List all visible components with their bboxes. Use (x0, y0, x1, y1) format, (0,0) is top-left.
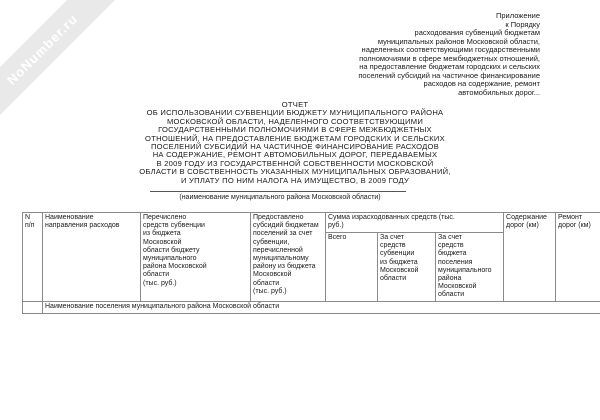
col-header-spent-total: Всего (325, 232, 378, 302)
col-header-spent-from-subvention: За счет средств субвенции из бюджета Мос… (377, 232, 436, 302)
report-title: ОТЧЕТ ОБ ИСПОЛЬЗОВАНИИ СУБВЕНЦИИ БЮДЖЕТУ… (139, 100, 451, 185)
table-row: Наименование поселения муниципального ра… (22, 300, 600, 314)
col-header-num: N п/п (22, 212, 43, 302)
col-header-spent-from-settlement: За счет средств бюджета поселения муници… (434, 232, 505, 302)
col-header-provided-subsidies: Предоставлено субсидий бюджетам поселени… (250, 212, 326, 302)
watermark-label: NoNumber.ru (3, 10, 81, 88)
signature-line (150, 191, 406, 192)
signature-caption: (наименование муниципального района Моск… (179, 194, 381, 201)
col-header-spent-group: Сумма израсходованных средств (тыс. руб.… (324, 212, 505, 233)
col-header-expense-direction: Наименование направления расходов (42, 212, 141, 302)
col-header-maintenance: Содержание дорог (км) (503, 212, 557, 302)
row-num-cell (22, 300, 43, 314)
col-header-repair: Ремонт дорог (км) (555, 212, 600, 302)
table-header-row-top: N п/п Наименование направления расходов … (22, 212, 600, 302)
settlement-name-cell: Наименование поселения муниципального ра… (41, 300, 600, 314)
report-table: N п/п Наименование направления расходов … (22, 212, 600, 314)
col-header-transferred-funds: Перечислено средств субвенции из бюджета… (140, 212, 251, 302)
appendix-note: Приложение к Порядку расходования субвен… (358, 11, 540, 97)
